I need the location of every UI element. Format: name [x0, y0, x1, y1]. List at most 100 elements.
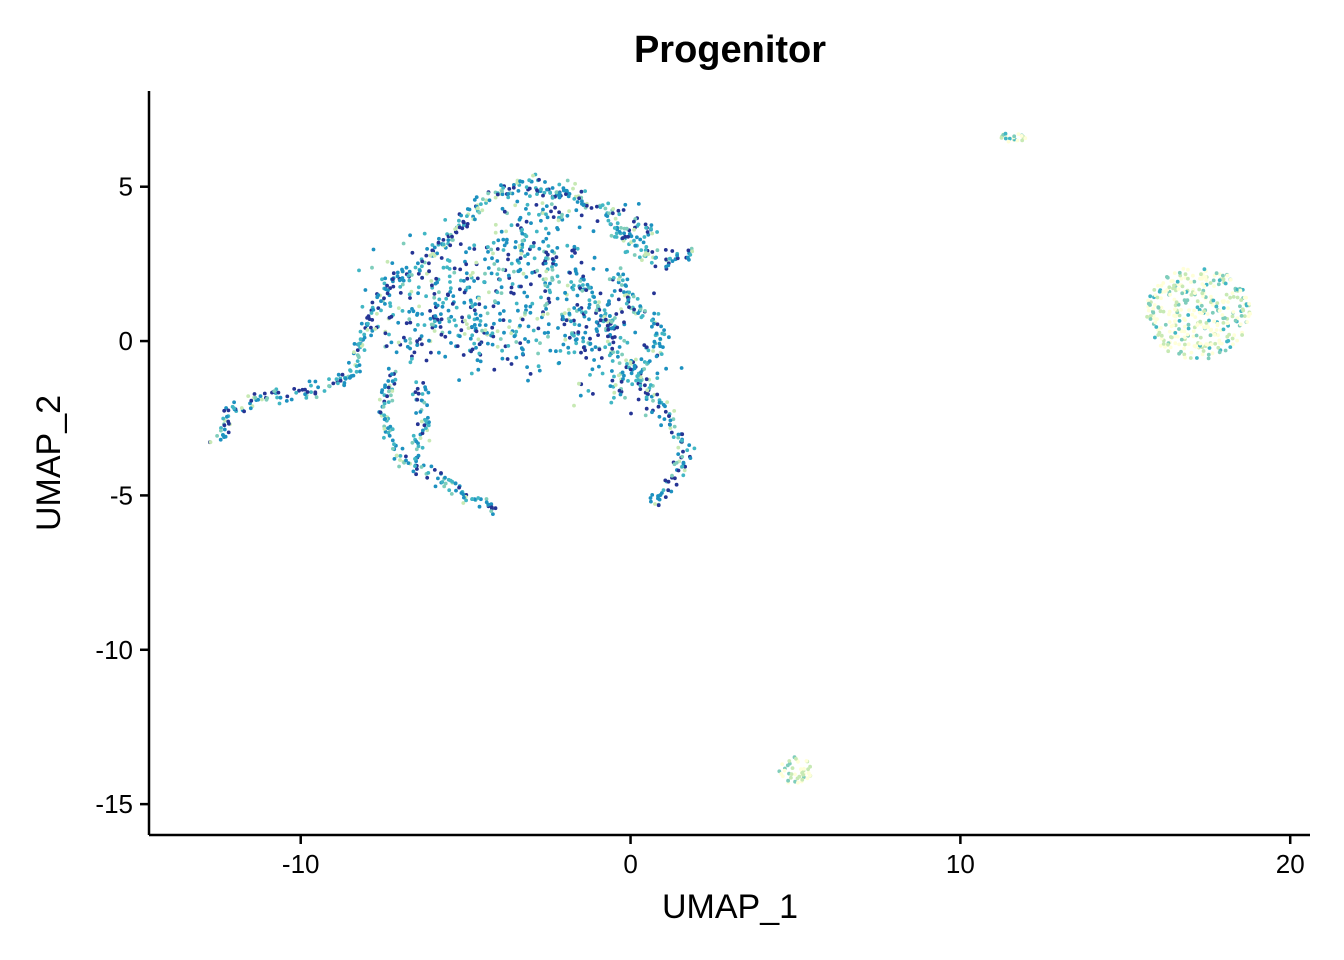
data-point [563, 290, 567, 295]
data-point [490, 331, 495, 336]
data-point [446, 308, 451, 313]
data-point [621, 377, 625, 381]
data-point [352, 342, 357, 346]
data-point [1221, 273, 1225, 278]
data-point [1208, 281, 1213, 285]
data-point [523, 337, 527, 341]
data-point [421, 381, 426, 385]
data-point [578, 393, 583, 398]
data-point [659, 423, 663, 428]
data-point [476, 337, 481, 342]
data-point [222, 423, 227, 428]
data-point [1176, 287, 1181, 291]
data-point [584, 288, 589, 292]
data-point [500, 189, 504, 194]
data-point [676, 452, 681, 456]
data-point [1220, 313, 1225, 317]
data-point [1161, 342, 1166, 346]
data-point [516, 269, 521, 274]
data-point [1203, 295, 1208, 299]
data-point [801, 773, 806, 777]
data-point [472, 247, 477, 251]
data-point [594, 308, 599, 313]
data-point [498, 337, 503, 341]
data-point [619, 226, 623, 230]
data-point [470, 333, 475, 338]
data-point [224, 406, 229, 410]
data-point [391, 271, 396, 276]
data-point [1148, 317, 1153, 321]
data-point [603, 206, 608, 211]
data-point [661, 488, 666, 492]
data-point [327, 384, 331, 388]
data-point [459, 328, 464, 333]
data-point [501, 186, 506, 190]
data-point [1159, 333, 1164, 338]
data-point [618, 266, 623, 271]
data-point [408, 296, 412, 300]
data-point [615, 221, 620, 226]
data-point [636, 311, 640, 315]
data-point [415, 397, 420, 402]
data-point [386, 385, 391, 390]
data-point [1191, 273, 1195, 278]
data-point [419, 419, 424, 424]
data-point [686, 248, 691, 253]
data-point [668, 426, 673, 430]
data-point [519, 248, 524, 253]
data-point [1157, 330, 1162, 335]
data-point [808, 764, 812, 769]
data-point [580, 199, 584, 204]
data-point [1245, 320, 1249, 324]
data-point [626, 234, 630, 239]
data-point [649, 223, 654, 228]
data-point [544, 226, 548, 231]
data-point [611, 276, 616, 280]
data-point [413, 390, 418, 394]
data-point [309, 390, 313, 394]
data-point [550, 249, 555, 254]
data-point [515, 258, 520, 263]
data-point [431, 251, 435, 256]
data-point [388, 304, 393, 308]
data-point [303, 392, 307, 397]
data-point [416, 291, 420, 296]
data-point [285, 394, 290, 399]
data-point [543, 289, 548, 293]
data-point [424, 253, 429, 258]
data-point [512, 183, 516, 187]
data-point [389, 340, 394, 345]
data-point [462, 300, 467, 305]
data-point [1189, 293, 1194, 297]
data-point [674, 460, 679, 465]
data-point [1195, 299, 1200, 304]
data-point [434, 276, 439, 281]
data-point [428, 309, 432, 313]
data-point [595, 219, 600, 224]
data-point [603, 317, 608, 322]
data-point [690, 249, 695, 254]
data-point [537, 246, 542, 251]
data-point [396, 340, 401, 345]
data-point [1216, 345, 1221, 350]
data-point [600, 371, 605, 376]
data-point [588, 336, 592, 341]
data-point [441, 265, 446, 270]
data-point [470, 497, 475, 501]
data-point [1173, 334, 1177, 339]
data-point [540, 201, 545, 206]
data-point [1007, 136, 1012, 141]
data-point [415, 343, 420, 347]
data-point [620, 310, 624, 314]
data-point [413, 464, 417, 468]
data-point [398, 291, 403, 295]
data-point [1199, 303, 1204, 308]
data-point [546, 231, 551, 236]
data-point [520, 227, 524, 232]
data-point [331, 381, 336, 386]
data-point [386, 426, 390, 430]
data-point [607, 342, 612, 347]
data-point [1186, 342, 1191, 347]
data-point [1189, 350, 1194, 355]
data-point [663, 248, 668, 252]
